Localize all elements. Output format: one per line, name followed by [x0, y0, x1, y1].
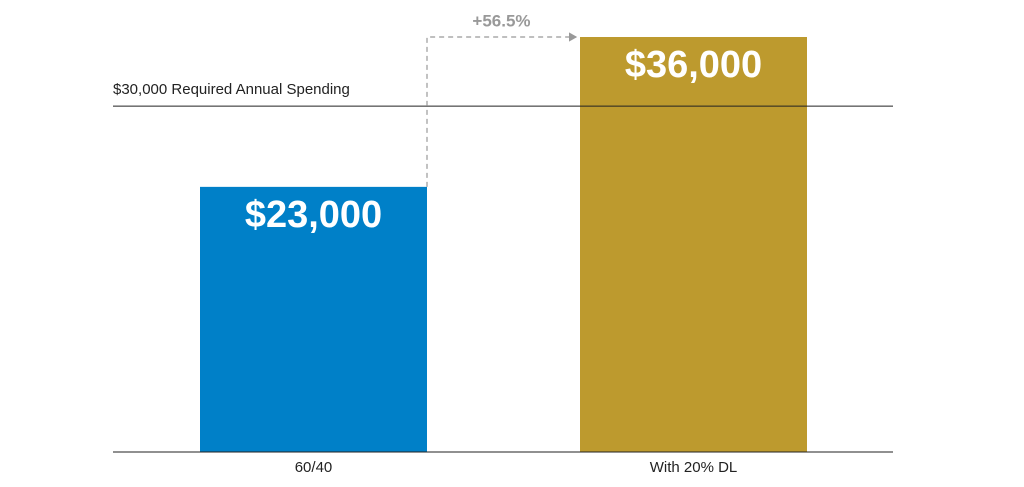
value-label: $36,000 — [625, 44, 762, 86]
change-arrow — [426, 32, 578, 187]
x-tick-label: With 20% DL — [650, 459, 738, 476]
reference-label: $30,000 Required Annual Spending — [113, 81, 350, 98]
change-annotation: +56.5% — [472, 11, 530, 30]
x-tick-label: 60/40 — [295, 459, 333, 476]
bar — [200, 186, 427, 452]
value-label: $23,000 — [245, 194, 382, 236]
bar — [580, 37, 807, 452]
